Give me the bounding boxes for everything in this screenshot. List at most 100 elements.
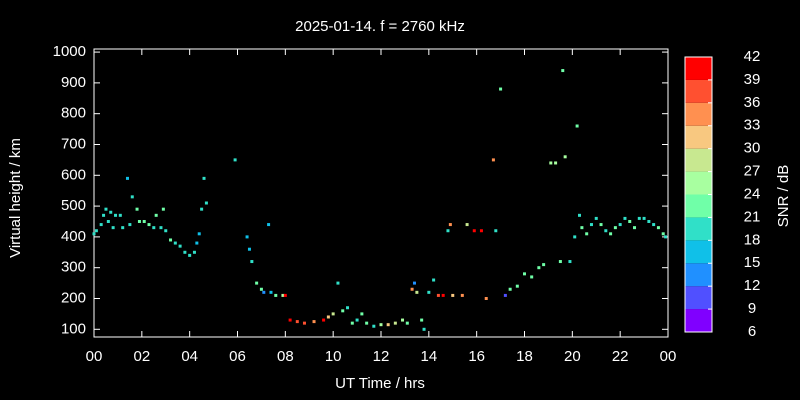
point xyxy=(152,226,156,230)
point xyxy=(169,238,173,242)
point xyxy=(147,223,151,227)
point xyxy=(125,176,129,180)
x-tick-label: 20 xyxy=(564,348,581,365)
point xyxy=(94,229,98,233)
point xyxy=(446,229,450,233)
point xyxy=(200,207,204,211)
point xyxy=(102,213,106,217)
point xyxy=(255,281,259,285)
point xyxy=(558,260,562,264)
colorbar-tick-label: 30 xyxy=(744,140,761,157)
point xyxy=(92,232,96,236)
colorbar-tick-label: 27 xyxy=(744,163,761,180)
point xyxy=(401,318,405,322)
point xyxy=(197,232,201,236)
point xyxy=(604,229,608,233)
colorbar-tick-label: 15 xyxy=(744,254,761,271)
point xyxy=(365,321,369,325)
point xyxy=(114,213,118,217)
point xyxy=(269,290,273,294)
y-tick-label: 300 xyxy=(61,259,86,276)
colorbar-band xyxy=(685,125,712,149)
point xyxy=(350,321,354,325)
point xyxy=(542,263,546,267)
x-tick-label: 10 xyxy=(325,348,342,365)
y-tick-label: 1000 xyxy=(53,43,86,60)
point xyxy=(137,219,141,223)
y-axis-label: Virtual height / km xyxy=(7,138,24,258)
point xyxy=(142,219,146,223)
point xyxy=(118,213,122,217)
point xyxy=(554,161,558,165)
point xyxy=(432,278,436,282)
point xyxy=(192,250,196,254)
x-axis-label: UT Time / hrs xyxy=(335,375,425,392)
point xyxy=(642,216,646,220)
point xyxy=(326,315,330,319)
point xyxy=(656,226,660,230)
point xyxy=(99,223,103,227)
point xyxy=(386,323,390,327)
colorbar-tick-label: 39 xyxy=(744,71,761,88)
point xyxy=(288,318,292,322)
point xyxy=(422,327,426,331)
point xyxy=(563,155,567,159)
colorbar-tick-label: 33 xyxy=(744,117,761,134)
point xyxy=(109,210,113,214)
y-tick-label: 200 xyxy=(61,289,86,306)
point xyxy=(494,229,498,233)
point xyxy=(104,207,108,211)
x-tick-label: 00 xyxy=(660,348,677,365)
point xyxy=(436,293,440,297)
point xyxy=(322,318,326,322)
colorbar-band xyxy=(685,286,712,310)
point xyxy=(451,293,455,297)
y-tick-label: 100 xyxy=(61,320,86,337)
point xyxy=(613,226,617,230)
point xyxy=(575,124,579,128)
point xyxy=(346,306,350,310)
point xyxy=(233,158,237,162)
point xyxy=(594,216,598,220)
x-tick-label: 08 xyxy=(277,348,294,365)
point xyxy=(568,260,572,264)
colorbar-tick-label: 36 xyxy=(744,94,761,111)
y-tick-label: 800 xyxy=(61,105,86,122)
point xyxy=(405,321,409,325)
point xyxy=(355,318,359,322)
point xyxy=(283,293,287,297)
point xyxy=(472,229,476,233)
point xyxy=(491,158,495,162)
point xyxy=(537,266,541,270)
x-tick-label: 02 xyxy=(133,348,150,365)
point xyxy=(135,207,139,211)
point xyxy=(609,232,613,236)
y-tick-label: 500 xyxy=(61,197,86,214)
point xyxy=(637,216,641,220)
point xyxy=(549,161,553,165)
plot-frame xyxy=(93,48,669,338)
colorbar-band xyxy=(685,148,712,172)
point xyxy=(664,235,668,239)
colorbar-band xyxy=(685,309,712,332)
point xyxy=(623,216,627,220)
point xyxy=(164,229,168,233)
x-tick-label: 06 xyxy=(229,348,246,365)
colorbar-tick-label: 24 xyxy=(744,185,761,202)
point xyxy=(499,87,503,91)
point xyxy=(412,281,416,285)
point xyxy=(415,290,419,294)
point xyxy=(484,296,488,300)
point xyxy=(267,223,271,227)
y-tick-label: 400 xyxy=(61,228,86,245)
point xyxy=(302,321,306,325)
point xyxy=(336,281,340,285)
point xyxy=(259,287,263,291)
colorbar-band xyxy=(685,102,712,126)
x-tick-label: 04 xyxy=(181,348,198,365)
colorbar-tick-label: 9 xyxy=(748,300,756,317)
point xyxy=(202,176,206,180)
point xyxy=(250,260,254,264)
point xyxy=(647,219,651,223)
point xyxy=(204,201,208,205)
